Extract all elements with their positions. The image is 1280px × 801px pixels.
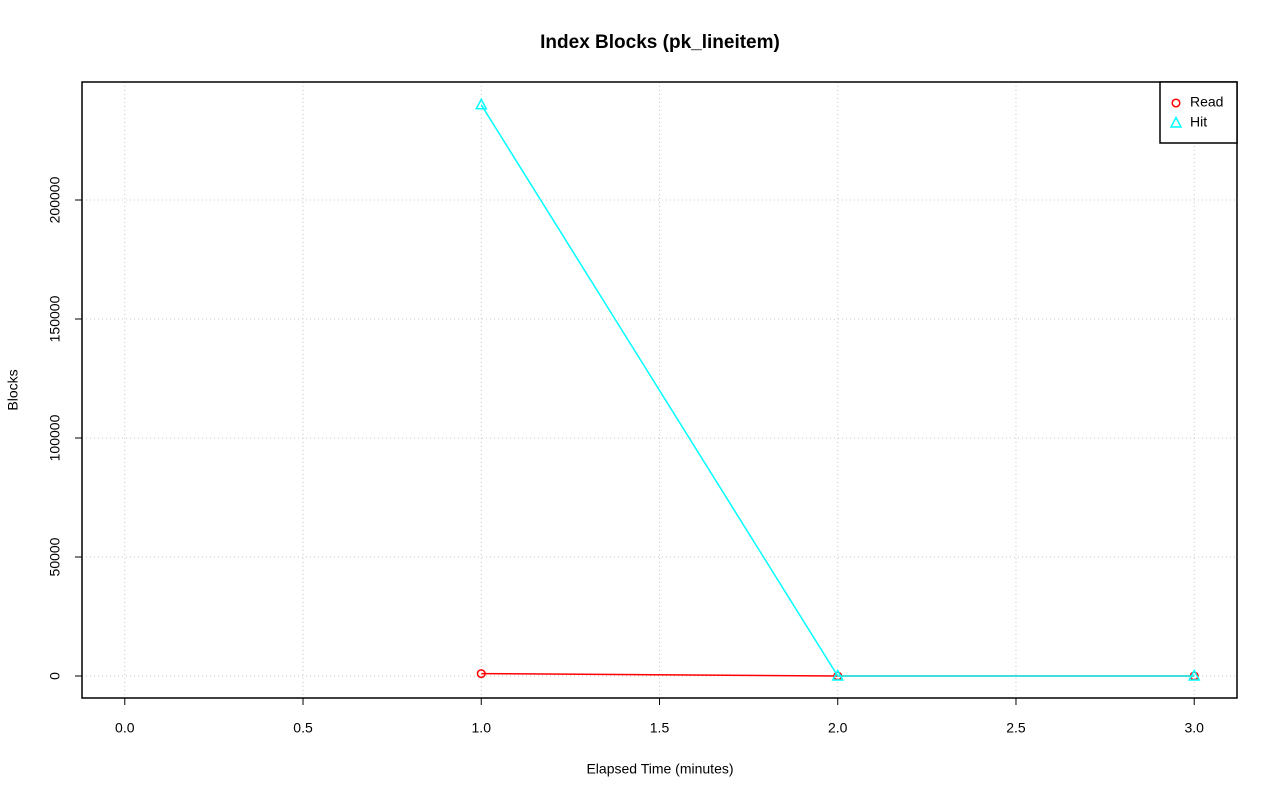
x-tick-label: 3.0 [1184,720,1204,736]
data-point [475,97,488,110]
data-point [1187,668,1201,681]
x-tick-label: 0.0 [115,720,135,736]
x-tick-label: 0.5 [293,720,313,736]
data-point [476,669,486,679]
legend-box [1159,81,1238,144]
plot-frame [81,81,1238,699]
series-line [480,104,1195,677]
y-tick-label: 150000 [47,295,63,342]
x-tick-label: 1.0 [472,720,492,736]
y-tick-label: 100000 [47,414,63,461]
x-tick-label: 1.5 [650,720,670,736]
legend-label: Read [1190,94,1223,110]
legend-marker [1169,115,1183,128]
data-point [831,668,844,681]
x-tick-label: 2.5 [1006,720,1026,736]
x-axis-label: Elapsed Time (minutes) [586,761,733,777]
x-tick-label: 2.0 [828,720,848,736]
y-axis-label: Blocks [5,369,21,410]
y-tick-label: 0 [47,672,63,680]
y-tick-label: 50000 [47,537,63,576]
chart-title: Index Blocks (pk_lineitem) [540,32,780,53]
legend-marker [1171,98,1181,108]
legend-label: Hit [1190,114,1207,130]
y-tick-label: 200000 [47,176,63,223]
